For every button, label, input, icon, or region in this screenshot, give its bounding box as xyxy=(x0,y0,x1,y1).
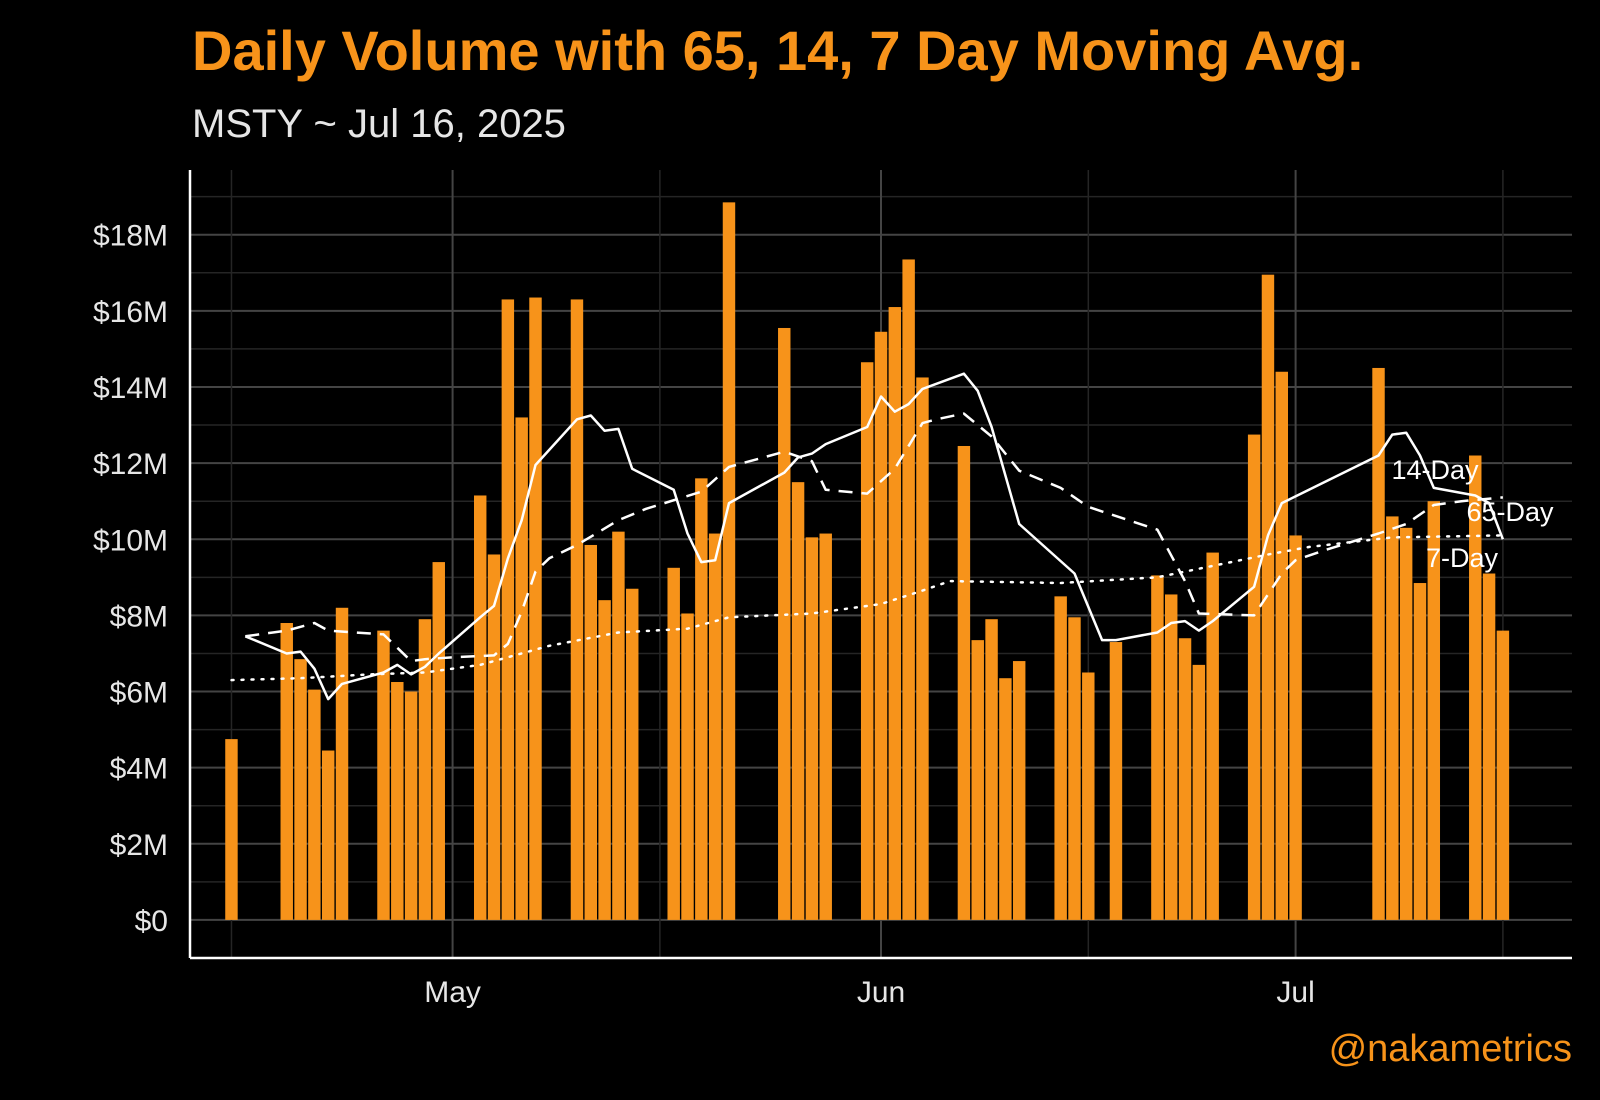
series-label: 14-Day xyxy=(1391,455,1479,485)
volume-bar xyxy=(404,691,418,920)
volume-bar xyxy=(667,567,680,920)
volume-bar xyxy=(474,495,487,920)
x-tick-label: Jun xyxy=(857,976,905,1009)
y-tick-label: $10M xyxy=(93,524,168,557)
volume-bar xyxy=(598,600,611,920)
volume-bar xyxy=(1012,661,1026,920)
volume-bar xyxy=(308,689,321,920)
volume-bar xyxy=(1261,274,1275,920)
volume-bar xyxy=(584,544,597,920)
volume-bar xyxy=(902,259,915,920)
volume-bar xyxy=(391,682,404,920)
volume-bar xyxy=(1109,642,1123,920)
y-tick-label: $0 xyxy=(135,905,168,938)
volume-bar xyxy=(1413,583,1427,920)
y-tick-label: $12M xyxy=(93,448,168,481)
volume-bar xyxy=(487,554,501,920)
volume-bar xyxy=(335,607,349,920)
moving-average-line-7-day xyxy=(244,372,1505,701)
volume-bar xyxy=(957,445,971,920)
moving-average-line-65-day xyxy=(230,534,1505,682)
y-tick-label: $4M xyxy=(110,753,168,786)
volume-bar xyxy=(1275,371,1288,920)
volume-bar xyxy=(791,482,805,920)
volume-bars xyxy=(225,202,1510,920)
volume-bar xyxy=(418,619,432,920)
volume-bar xyxy=(1082,672,1095,920)
y-tick-label: $8M xyxy=(110,600,168,633)
volume-bar xyxy=(708,533,722,920)
volume-bar xyxy=(1151,575,1164,920)
volume-bar xyxy=(225,739,238,920)
moving-average-lines xyxy=(230,372,1505,701)
x-tick-label: Jul xyxy=(1276,976,1314,1009)
x-tick-label: May xyxy=(424,976,481,1009)
volume-bar xyxy=(515,417,528,920)
volume-bar xyxy=(1192,664,1206,920)
volume-bar xyxy=(819,533,832,920)
volume-bar xyxy=(999,678,1012,920)
volume-bar xyxy=(1496,630,1510,920)
volume-bar xyxy=(1386,516,1399,920)
series-label: 7-Day xyxy=(1426,543,1499,573)
volume-bar xyxy=(971,640,984,920)
volume-bar xyxy=(501,299,515,920)
y-tick-label: $14M xyxy=(93,372,168,405)
volume-bar xyxy=(888,307,902,920)
volume-bar xyxy=(695,478,708,920)
volume-bar xyxy=(1482,573,1496,920)
volume-bar xyxy=(294,659,307,920)
volume-bar xyxy=(1399,527,1413,920)
chart-subtitle: MSTY ~ Jul 16, 2025 xyxy=(192,102,566,146)
series-label: 65-Day xyxy=(1466,497,1554,527)
volume-bar xyxy=(321,750,335,920)
y-tick-label: $16M xyxy=(93,296,168,329)
volume-bar xyxy=(1289,535,1302,920)
volume-bar xyxy=(1206,552,1219,920)
volume-bar xyxy=(432,562,445,920)
volume-bar xyxy=(1054,596,1067,920)
axes: $0 $2M $4M $6M $8M $10M $12M $14M $16M $18M May Jun… xyxy=(93,170,1572,1009)
chart-title: Daily Volume with 65, 14, 7 Day Moving A… xyxy=(192,19,1364,82)
volume-bar xyxy=(1178,638,1192,920)
volume-bar xyxy=(1427,501,1441,920)
volume-bar xyxy=(612,531,625,920)
volume-bar xyxy=(529,297,542,920)
volume-bar xyxy=(916,377,929,920)
volume-bar xyxy=(570,299,584,920)
volume-bar xyxy=(280,623,293,920)
series-labels: 14-Day 65-Day 7-Day xyxy=(1391,455,1554,573)
volume-bar xyxy=(377,630,390,920)
moving-average-line-14-day xyxy=(245,412,1504,663)
volume-bar xyxy=(681,613,694,920)
volume-bar xyxy=(985,619,998,920)
volume-bar xyxy=(874,331,888,920)
volume-bar xyxy=(722,202,736,920)
volume-bar xyxy=(1165,594,1178,920)
volume-bar xyxy=(805,537,819,920)
volume-bar xyxy=(778,327,791,920)
volume-bar xyxy=(1068,617,1081,920)
volume-bar xyxy=(860,362,874,920)
volume-bar xyxy=(626,588,639,920)
volume-bar xyxy=(1469,455,1482,920)
author-credit: @nakametrics xyxy=(1328,1028,1572,1070)
volume-bar xyxy=(1247,434,1261,920)
y-tick-label: $18M xyxy=(93,220,168,253)
y-tick-label: $2M xyxy=(110,829,168,862)
y-tick-label: $6M xyxy=(110,677,168,710)
volume-bar xyxy=(1372,367,1385,920)
